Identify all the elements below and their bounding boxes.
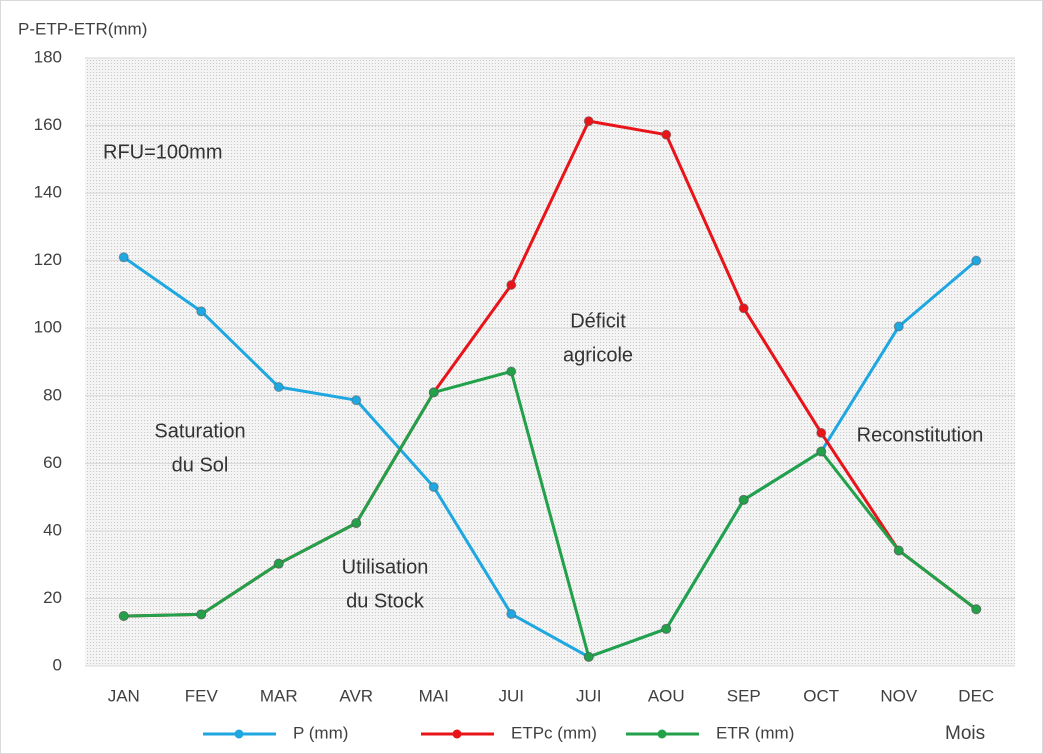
legend-marker	[234, 729, 244, 739]
x-tick-label: SEP	[727, 686, 761, 705]
y-tick-label: 20	[43, 588, 62, 607]
legend-marker	[452, 729, 462, 739]
x-tick-label: NOV	[880, 686, 918, 705]
data-point	[583, 116, 594, 127]
data-point	[816, 446, 827, 457]
data-point	[971, 255, 982, 266]
annotation: Utilisation	[342, 556, 429, 578]
x-tick-label: FEV	[185, 686, 219, 705]
data-point	[506, 279, 517, 290]
annotation: du Sol	[172, 454, 229, 476]
y-tick-label: 40	[43, 520, 62, 539]
y-axis-label: P-ETP-ETR(mm)	[18, 19, 147, 38]
data-point	[893, 545, 904, 556]
x-tick-label: MAI	[419, 686, 449, 705]
y-tick-label: 80	[43, 385, 62, 404]
x-tick-label: JAN	[108, 686, 140, 705]
y-tick-label: 160	[34, 115, 62, 134]
y-tick-label: 180	[34, 47, 62, 66]
y-tick-label: 100	[34, 318, 62, 337]
data-point	[118, 252, 129, 263]
plot-area	[85, 58, 1015, 666]
series-line	[123, 369, 978, 659]
data-point	[971, 604, 982, 615]
legend-marker	[657, 729, 667, 739]
annotation: Déficit	[570, 310, 626, 332]
data-point	[273, 558, 284, 569]
data-point	[738, 303, 749, 314]
annotation: du Stock	[346, 590, 425, 612]
series-line	[122, 256, 978, 659]
data-point	[351, 518, 362, 529]
y-tick-label: 140	[34, 183, 62, 202]
data-point	[428, 481, 439, 492]
y-tick-label: 60	[43, 453, 62, 472]
x-tick-label: JUI	[499, 686, 525, 705]
x-tick-label: OCT	[803, 686, 839, 705]
x-tick-label: JUI	[576, 686, 602, 705]
data-point	[738, 494, 749, 505]
data-point	[893, 321, 904, 332]
y-tick-label: 0	[53, 655, 62, 674]
data-point	[428, 387, 439, 398]
legend-label: ETR (mm)	[716, 723, 794, 742]
annotation: Reconstitution	[857, 424, 984, 446]
data-point	[118, 611, 129, 622]
x-tick-label: AVR	[339, 686, 373, 705]
data-point	[196, 306, 207, 317]
data-point	[196, 609, 207, 620]
x-tick-label: AOU	[648, 686, 685, 705]
data-point	[583, 651, 594, 662]
legend-label: P (mm)	[293, 723, 348, 742]
x-axis-label: Mois	[945, 723, 985, 744]
data-point	[506, 366, 517, 377]
annotation: Saturation	[154, 420, 245, 442]
y-tick-label: 120	[34, 250, 62, 269]
data-point	[273, 381, 284, 392]
data-point	[661, 623, 672, 634]
x-tick-label: MAR	[260, 686, 298, 705]
data-point	[351, 395, 362, 406]
data-point	[661, 129, 672, 140]
x-tick-label: DEC	[958, 686, 994, 705]
data-point	[816, 427, 827, 438]
annotation: agricole	[563, 344, 633, 366]
legend-label: ETPc (mm)	[511, 723, 597, 742]
annotation: RFU=100mm	[103, 141, 222, 163]
data-point	[506, 608, 517, 619]
